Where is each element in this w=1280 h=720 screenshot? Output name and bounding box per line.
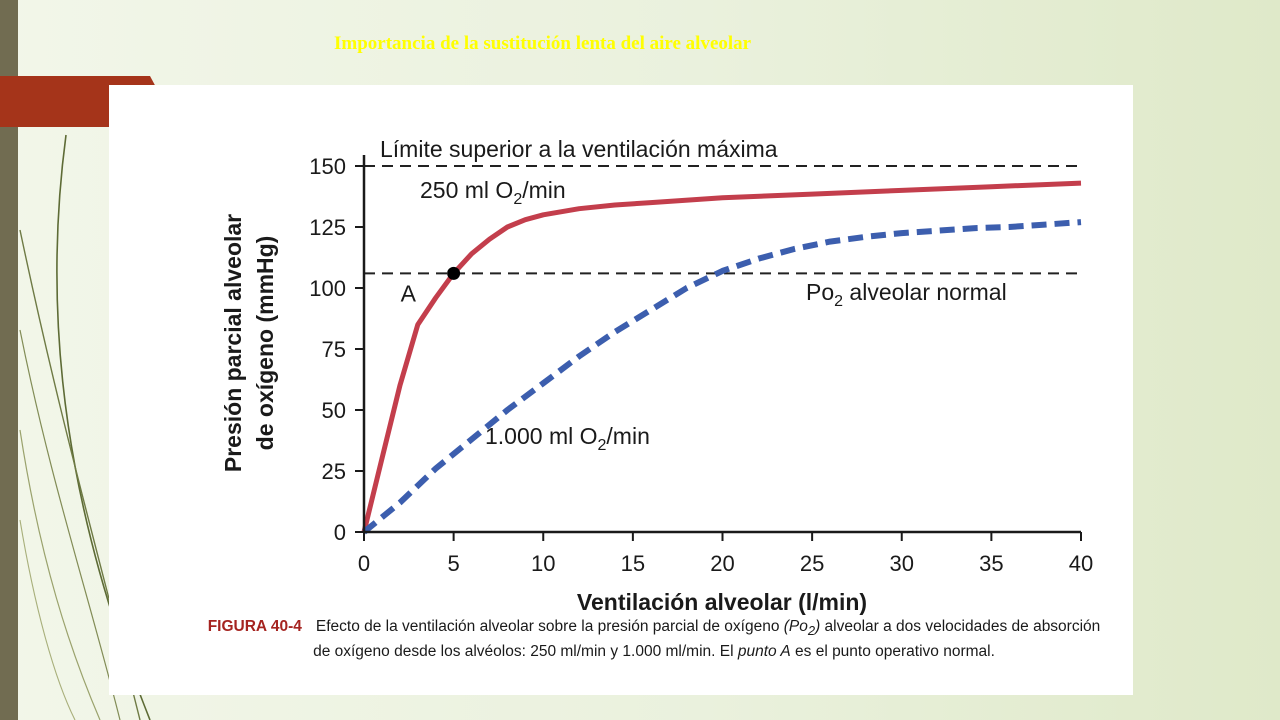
y-tick-label: 125	[309, 215, 346, 240]
slide-title: Importancia de la sustitución lenta del …	[334, 33, 752, 54]
ref-line-label-max: Límite superior a la ventilación máxima	[380, 136, 778, 162]
y-tick-label: 150	[309, 154, 346, 179]
y-axis-label-line-2: de oxígeno (mmHg)	[252, 236, 278, 451]
x-tick-label: 20	[710, 551, 734, 576]
series-250-rest: /min	[522, 177, 565, 203]
ref-normal-main: Po	[806, 279, 834, 305]
y-tick-label: 0	[334, 520, 346, 545]
x-tick-label: 40	[1069, 551, 1093, 576]
series-label-250: 250 ml O2/min	[420, 177, 566, 208]
series-line-0	[361, 180, 1082, 533]
chart: 0 5 10 15 20 25 30 35 40 0 25 50 75 100 125 150 A Límit…	[220, 136, 1093, 615]
figure-panel: 0 5 10 15 20 25 30 35 40 0 25 50 75 100 125 150 A Límit…	[109, 85, 1133, 695]
y-tick-label: 25	[322, 459, 346, 484]
series-1000-sub: 2	[598, 437, 607, 454]
caption-text-1: Efecto de la ventilación alveolar sobre …	[315, 618, 780, 635]
y-axis-label-line-1: Presión parcial alveolar	[220, 214, 246, 472]
caption-point: punto A	[737, 643, 791, 661]
x-tick-label: 10	[531, 551, 555, 576]
y-tick-label: 50	[322, 398, 346, 423]
caption-symbol: (Po2)	[783, 618, 821, 639]
ref-normal-rest: alveolar normal	[843, 279, 1007, 305]
series-1000-rest: /min	[606, 423, 649, 449]
x-tick-label: 25	[800, 551, 824, 576]
x-tick-label: 30	[890, 551, 914, 576]
series-label-1000: 1.000 ml O2/min	[485, 423, 650, 454]
x-tick-label: 35	[979, 551, 1003, 576]
y-tick-label: 100	[309, 276, 346, 301]
x-tick-label: 0	[358, 551, 370, 576]
series-250-sub: 2	[513, 191, 522, 208]
series-line-1	[362, 219, 1082, 535]
x-tick-label: 15	[621, 551, 645, 576]
x-tick-label: 5	[448, 551, 460, 576]
ref-line-label-normal: Po2 alveolar normal	[806, 279, 1007, 310]
caption-label: FIGURA 40-4	[207, 618, 302, 635]
ref-normal-sub: 2	[834, 293, 843, 310]
caption-text-3: es el punto operativo normal.	[795, 643, 995, 661]
caption-text-2: alveolar a dos velocidades de absorción …	[313, 618, 1101, 661]
series-250-main: 250 ml O	[420, 177, 513, 203]
series-1000-main: 1.000 ml O	[485, 423, 598, 449]
decorative-strands	[19, 134, 151, 720]
y-tick-label: 75	[322, 337, 346, 362]
point-a-label: A	[401, 280, 417, 306]
point-a-marker	[447, 266, 461, 280]
figure-caption: FIGURA 40-4 Efecto de la ventilación alve…	[199, 616, 1109, 662]
x-axis-label: Ventilación alveolar (l/min)	[577, 589, 867, 615]
left-decorative-bar	[0, 0, 18, 720]
